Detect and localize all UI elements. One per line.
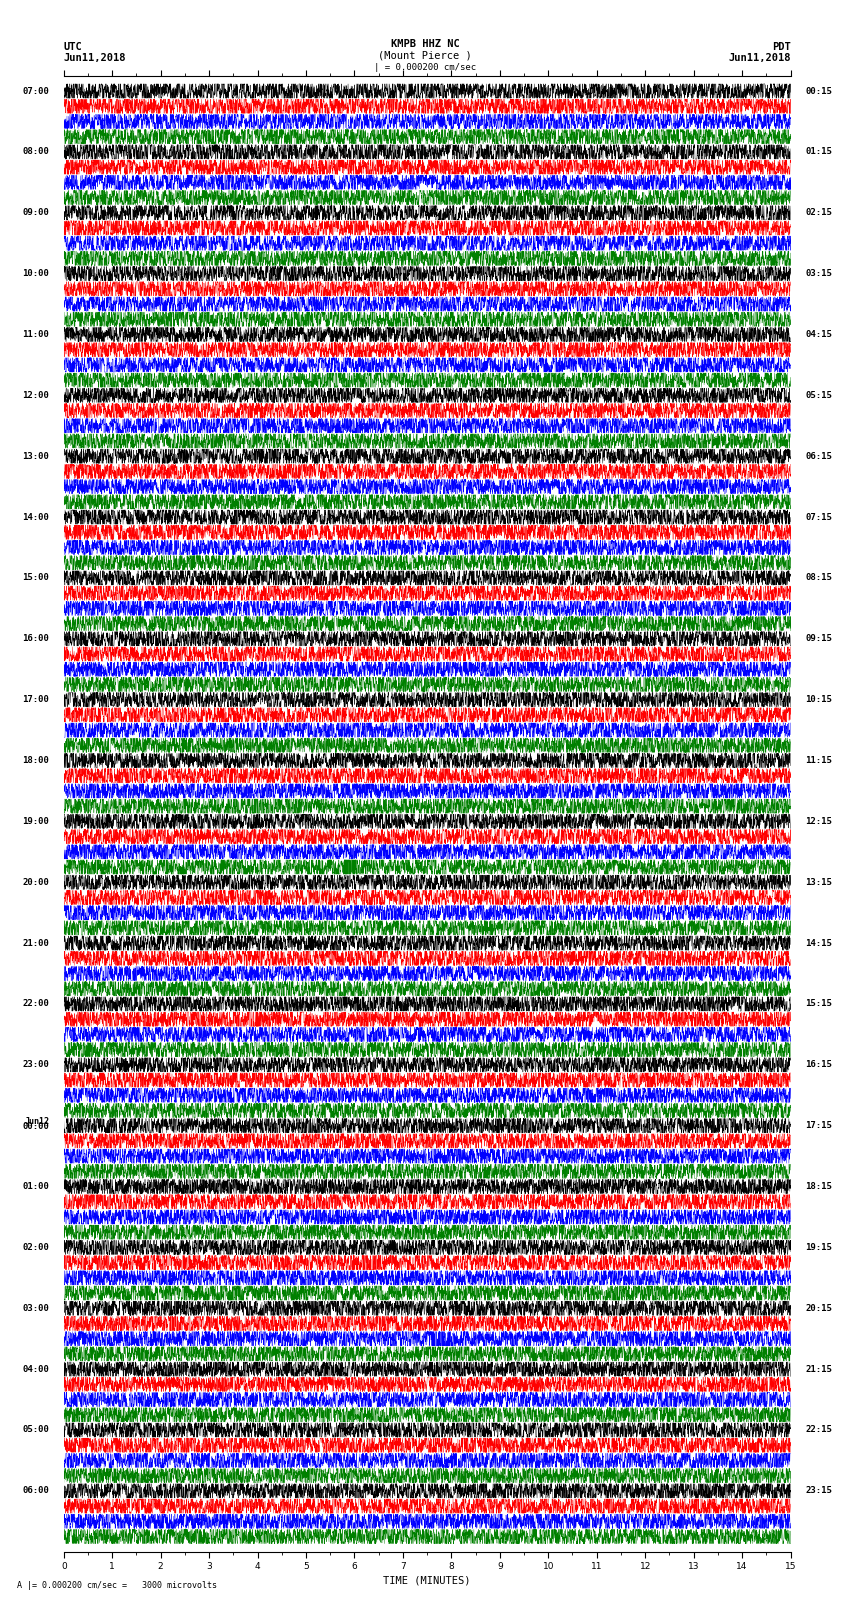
Text: 03:00: 03:00 xyxy=(22,1303,49,1313)
Text: 12:00: 12:00 xyxy=(22,390,49,400)
Text: 22:15: 22:15 xyxy=(805,1426,832,1434)
Text: 23:15: 23:15 xyxy=(805,1486,832,1495)
Text: 10:00: 10:00 xyxy=(22,269,49,277)
Text: 08:15: 08:15 xyxy=(805,573,832,582)
Text: 04:15: 04:15 xyxy=(805,331,832,339)
Text: KMPB HHZ NC: KMPB HHZ NC xyxy=(391,39,459,48)
Text: 16:15: 16:15 xyxy=(805,1060,832,1069)
Text: 17:00: 17:00 xyxy=(22,695,49,705)
Text: 03:15: 03:15 xyxy=(805,269,832,277)
Text: 00:15: 00:15 xyxy=(805,87,832,95)
X-axis label: TIME (MINUTES): TIME (MINUTES) xyxy=(383,1576,471,1586)
Text: 11:00: 11:00 xyxy=(22,331,49,339)
Text: 23:00: 23:00 xyxy=(22,1060,49,1069)
Text: 04:00: 04:00 xyxy=(22,1365,49,1374)
Text: 15:15: 15:15 xyxy=(805,1000,832,1008)
Text: 08:00: 08:00 xyxy=(22,147,49,156)
Text: UTC: UTC xyxy=(64,42,82,52)
Text: 12:15: 12:15 xyxy=(805,816,832,826)
Text: 05:00: 05:00 xyxy=(22,1426,49,1434)
Text: 14:00: 14:00 xyxy=(22,513,49,521)
Text: 13:15: 13:15 xyxy=(805,877,832,887)
Text: | = 0.000200 cm/sec: | = 0.000200 cm/sec xyxy=(374,63,476,73)
Text: 22:00: 22:00 xyxy=(22,1000,49,1008)
Text: 07:15: 07:15 xyxy=(805,513,832,521)
Text: 02:15: 02:15 xyxy=(805,208,832,218)
Text: Jun12: Jun12 xyxy=(24,1118,49,1126)
Text: 06:15: 06:15 xyxy=(805,452,832,461)
Text: 21:00: 21:00 xyxy=(22,939,49,947)
Text: 10:15: 10:15 xyxy=(805,695,832,705)
Text: 21:15: 21:15 xyxy=(805,1365,832,1374)
Text: 14:15: 14:15 xyxy=(805,939,832,947)
Text: 19:00: 19:00 xyxy=(22,816,49,826)
Text: 00:00: 00:00 xyxy=(22,1123,49,1131)
Text: 09:00: 09:00 xyxy=(22,208,49,218)
Text: PDT: PDT xyxy=(772,42,791,52)
Text: 05:15: 05:15 xyxy=(805,390,832,400)
Text: 15:00: 15:00 xyxy=(22,573,49,582)
Text: 02:00: 02:00 xyxy=(22,1244,49,1252)
Text: 07:00: 07:00 xyxy=(22,87,49,95)
Text: 11:15: 11:15 xyxy=(805,756,832,765)
Text: 06:00: 06:00 xyxy=(22,1486,49,1495)
Text: Jun11,2018: Jun11,2018 xyxy=(64,53,127,63)
Text: Jun11,2018: Jun11,2018 xyxy=(728,53,791,63)
Text: 18:15: 18:15 xyxy=(805,1182,832,1190)
Text: 18:00: 18:00 xyxy=(22,756,49,765)
Text: 20:00: 20:00 xyxy=(22,877,49,887)
Text: 16:00: 16:00 xyxy=(22,634,49,644)
Text: 01:15: 01:15 xyxy=(805,147,832,156)
Text: (Mount Pierce ): (Mount Pierce ) xyxy=(378,50,472,60)
Text: 09:15: 09:15 xyxy=(805,634,832,644)
Text: 01:00: 01:00 xyxy=(22,1182,49,1190)
Text: 17:15: 17:15 xyxy=(805,1121,832,1131)
Text: 19:15: 19:15 xyxy=(805,1244,832,1252)
Text: A |= 0.000200 cm/sec =   3000 microvolts: A |= 0.000200 cm/sec = 3000 microvolts xyxy=(17,1581,217,1590)
Text: 13:00: 13:00 xyxy=(22,452,49,461)
Text: 20:15: 20:15 xyxy=(805,1303,832,1313)
